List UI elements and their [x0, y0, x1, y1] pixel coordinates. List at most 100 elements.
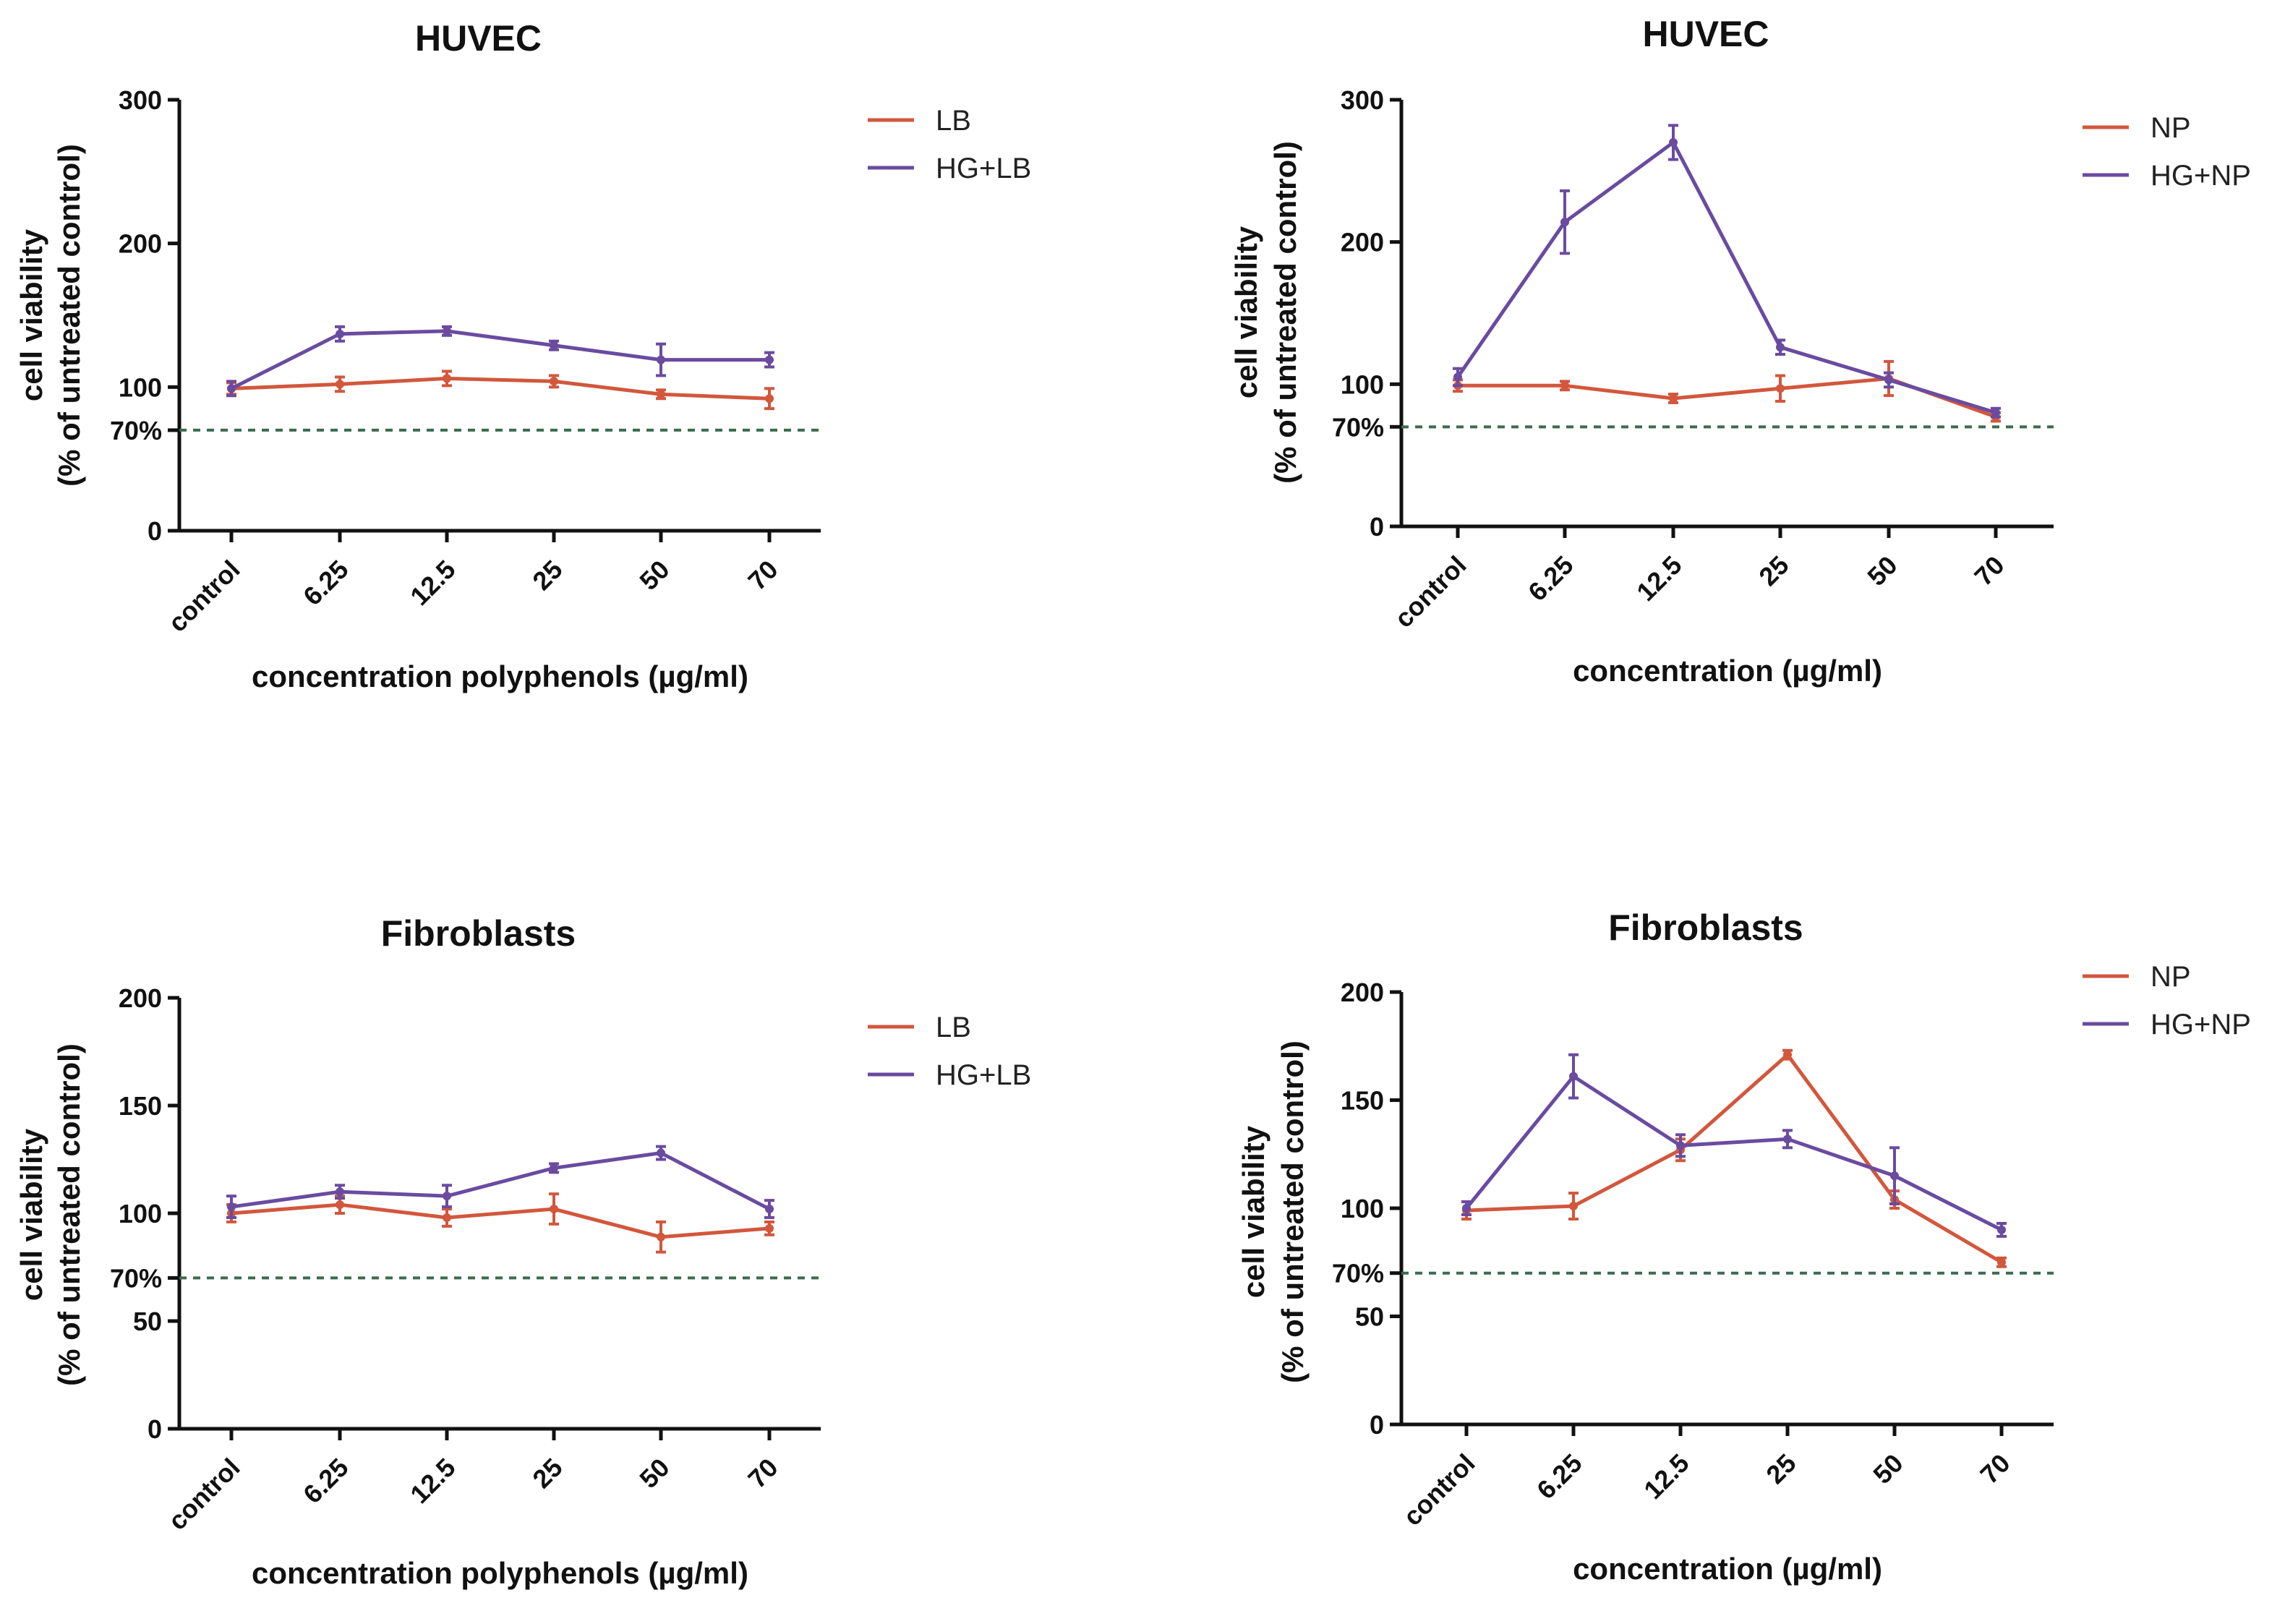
data-point: [1783, 1134, 1792, 1144]
data-point: [336, 329, 344, 338]
series-hg-np: HG+NP: [1461, 1009, 2251, 1238]
series-lb: LB: [226, 1012, 971, 1254]
data-point: [550, 341, 558, 350]
data-point: [1462, 1204, 1471, 1213]
data-point: [443, 1192, 451, 1201]
legend-label: LB: [936, 1012, 971, 1043]
data-point: [443, 326, 451, 336]
threshold-label: 70%: [1332, 412, 1384, 442]
data-point: [1569, 1072, 1578, 1081]
data-point: [227, 1202, 236, 1212]
data-point: [765, 394, 774, 403]
series-line: [1465, 1074, 2003, 1232]
data-point: [1560, 381, 1569, 390]
x-axis-label: concentration (µg/ml): [1573, 1552, 1882, 1586]
y-tick-label: 50: [133, 1307, 162, 1336]
legend-label: HG+LB: [936, 1059, 1031, 1091]
y-tick-label: 300: [119, 85, 162, 115]
y-axis-label-line2: (% of untreated control): [52, 1043, 86, 1386]
threshold-label: 70%: [110, 416, 162, 445]
legend-label: NP: [2151, 961, 2191, 993]
data-point: [657, 1148, 665, 1158]
data-point: [1997, 1257, 2006, 1267]
series-line: [1456, 140, 1996, 415]
y-axis-label-line2: (% of untreated control): [1276, 1040, 1310, 1383]
data-point: [1676, 1141, 1685, 1150]
legend-label: NP: [2151, 112, 2191, 144]
y-tick-label: 100: [1341, 1194, 1384, 1223]
threshold-label: 70%: [1332, 1259, 1384, 1288]
y-tick-label: 300: [1341, 85, 1384, 115]
data-point: [550, 377, 558, 386]
legend-label: LB: [936, 105, 971, 137]
y-axis-label-line1: cell viability: [1229, 226, 1263, 398]
y-axis-label-line1: cell viability: [14, 1128, 48, 1301]
series-line: [1466, 1053, 2003, 1264]
data-point: [550, 1205, 558, 1214]
y-tick-label: 100: [119, 372, 162, 402]
chart-title: HUVEC: [1642, 14, 1769, 54]
series-hg-lb: HG+LB: [226, 1059, 1031, 1219]
data-point: [1776, 343, 1785, 352]
series-line: [230, 329, 769, 390]
y-axis-label-line1: cell viability: [1237, 1125, 1270, 1298]
data-point: [1560, 218, 1569, 227]
data-point: [1783, 1050, 1792, 1059]
data-point: [443, 374, 451, 383]
data-point: [765, 1223, 774, 1233]
y-tick-label: 100: [119, 1199, 162, 1228]
series-hg-np: HG+NP: [1453, 124, 2251, 419]
data-point: [1991, 408, 2000, 417]
data-point: [657, 390, 665, 399]
y-tick-label: 0: [1370, 1410, 1384, 1440]
data-point: [1884, 375, 1893, 385]
y-axis-label-line2: (% of untreated control): [52, 144, 86, 487]
data-point: [1890, 1171, 1899, 1181]
data-point: [336, 1200, 344, 1210]
chart-title: HUVEC: [415, 18, 542, 59]
data-point: [550, 1163, 558, 1173]
data-point: [765, 1205, 774, 1214]
y-axis-label-line2: (% of untreated control): [1268, 141, 1302, 484]
y-tick-label: 0: [148, 1414, 162, 1444]
legend-label: HG+NP: [2151, 1009, 2251, 1040]
data-point: [765, 355, 774, 364]
y-tick-label: 200: [1341, 978, 1384, 1007]
data-point: [1669, 138, 1678, 147]
y-tick-label: 200: [119, 983, 162, 1013]
y-tick-label: 0: [1370, 512, 1384, 542]
y-tick-label: 150: [1341, 1086, 1384, 1116]
data-point: [1997, 1225, 2006, 1234]
data-point: [657, 355, 665, 364]
y-tick-label: 50: [1355, 1302, 1384, 1332]
y-tick-label: 0: [148, 516, 162, 546]
series-line: [231, 1202, 770, 1239]
data-point: [1669, 394, 1678, 403]
data-point: [443, 1213, 451, 1222]
data-point: [1453, 372, 1462, 382]
threshold-label: 70%: [110, 1263, 162, 1293]
y-axis-label-line1: cell viability: [14, 228, 48, 401]
legend-label: HG+LB: [936, 153, 1031, 184]
legend-label: HG+NP: [2151, 160, 2251, 192]
chart-title: Fibroblasts: [1608, 907, 1803, 948]
y-tick-label: 200: [119, 229, 162, 259]
x-axis-label: concentration (µg/ml): [1573, 654, 1882, 688]
data-point: [1776, 384, 1785, 393]
data-point: [227, 384, 236, 393]
series-line: [231, 1151, 771, 1211]
data-point: [1569, 1202, 1578, 1211]
data-point: [336, 380, 344, 389]
y-tick-label: 150: [119, 1091, 162, 1121]
data-point: [336, 1187, 344, 1197]
y-tick-label: 200: [1341, 228, 1384, 257]
series-line: [231, 376, 770, 401]
chart-title: Fibroblasts: [381, 913, 576, 954]
data-point: [657, 1232, 665, 1241]
y-tick-label: 100: [1341, 369, 1384, 399]
x-axis-label: concentration polyphenols (µg/ml): [252, 1556, 748, 1590]
x-axis-label: concentration polyphenols (µg/ml): [252, 659, 748, 693]
